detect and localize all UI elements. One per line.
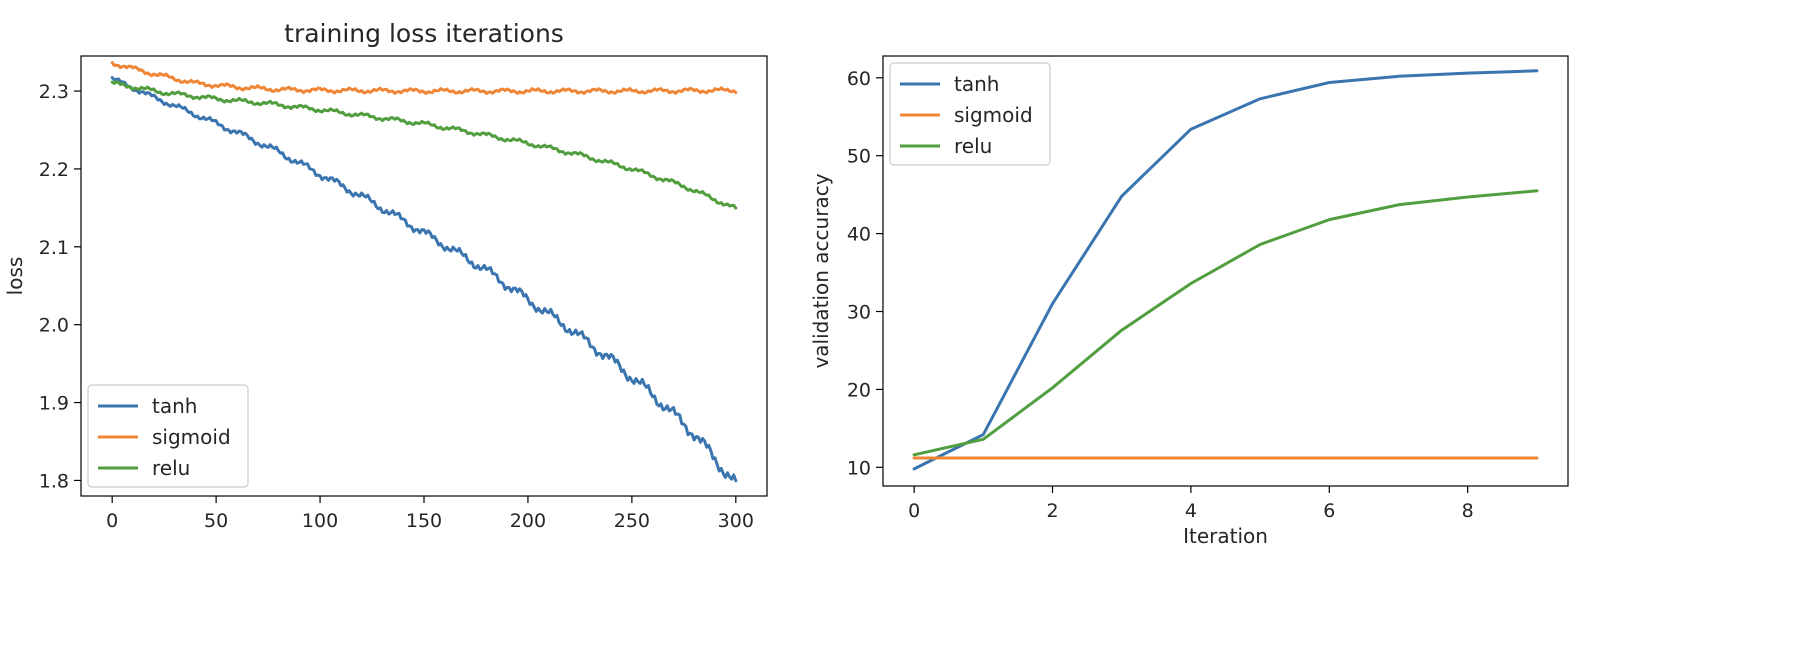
y-tick-label: 1.8 [39, 470, 69, 492]
y-tick-label: 2.3 [39, 81, 69, 103]
series-line-relu [110, 80, 738, 210]
y-axis-label: loss [3, 257, 27, 296]
chart-title: training loss iterations [284, 19, 564, 48]
legend-label-tanh: tanh [152, 394, 197, 418]
x-tick-label: 150 [406, 510, 442, 532]
x-tick-label: 4 [1185, 500, 1197, 522]
legend-label-relu: relu [152, 456, 190, 480]
y-axis-label: validation accuracy [809, 173, 833, 368]
x-tick-label: 100 [302, 510, 338, 532]
y-tick-label: 10 [847, 457, 871, 479]
x-axis-label: Iteration [1183, 524, 1268, 548]
series-line-tanh [110, 76, 738, 483]
legend-label-tanh: tanh [954, 72, 999, 96]
x-tick-label: 50 [204, 510, 228, 532]
legend-label-sigmoid: sigmoid [954, 103, 1033, 127]
plot-frame [882, 55, 1569, 487]
x-tick-label: 8 [1462, 500, 1474, 522]
x-tick-label: 250 [614, 510, 650, 532]
x-tick-label: 2 [1046, 500, 1058, 522]
y-tick-label: 20 [847, 379, 871, 401]
legend-label-relu: relu [954, 134, 992, 158]
x-tick-label: 300 [718, 510, 754, 532]
x-tick-label: 0 [908, 500, 920, 522]
legend-label-sigmoid: sigmoid [152, 425, 231, 449]
series-line-relu [912, 189, 1539, 457]
y-tick-label: 2.2 [39, 159, 69, 181]
legend-box [889, 62, 1051, 166]
y-tick-label: 60 [847, 68, 871, 90]
training-loss-chart: 0 50 100 150 200 250 300 1.8 1.9 2.0 2.1 2.2 2.3 trai… [3, 19, 768, 532]
y-tick-label: 40 [847, 224, 871, 246]
series-line-tanh [912, 69, 1539, 471]
validation-accuracy-chart: 0 2 4 6 8 10 20 30 40 50 60 Iteration validation acc… [809, 55, 1569, 548]
legend: tanh sigmoid relu [87, 384, 249, 488]
y-tick-label: 2.0 [39, 315, 69, 337]
y-tick-label: 2.1 [39, 237, 69, 259]
y-tick-label: 50 [847, 146, 871, 168]
y-tick-label: 30 [847, 302, 871, 324]
legend: tanh sigmoid relu [889, 62, 1051, 166]
series-line-sigmoid [110, 61, 738, 95]
x-tick-label: 0 [106, 510, 118, 532]
legend-box [87, 384, 249, 488]
x-tick-label: 6 [1323, 500, 1335, 522]
x-tick-label: 200 [510, 510, 546, 532]
y-tick-label: 1.9 [39, 393, 69, 415]
